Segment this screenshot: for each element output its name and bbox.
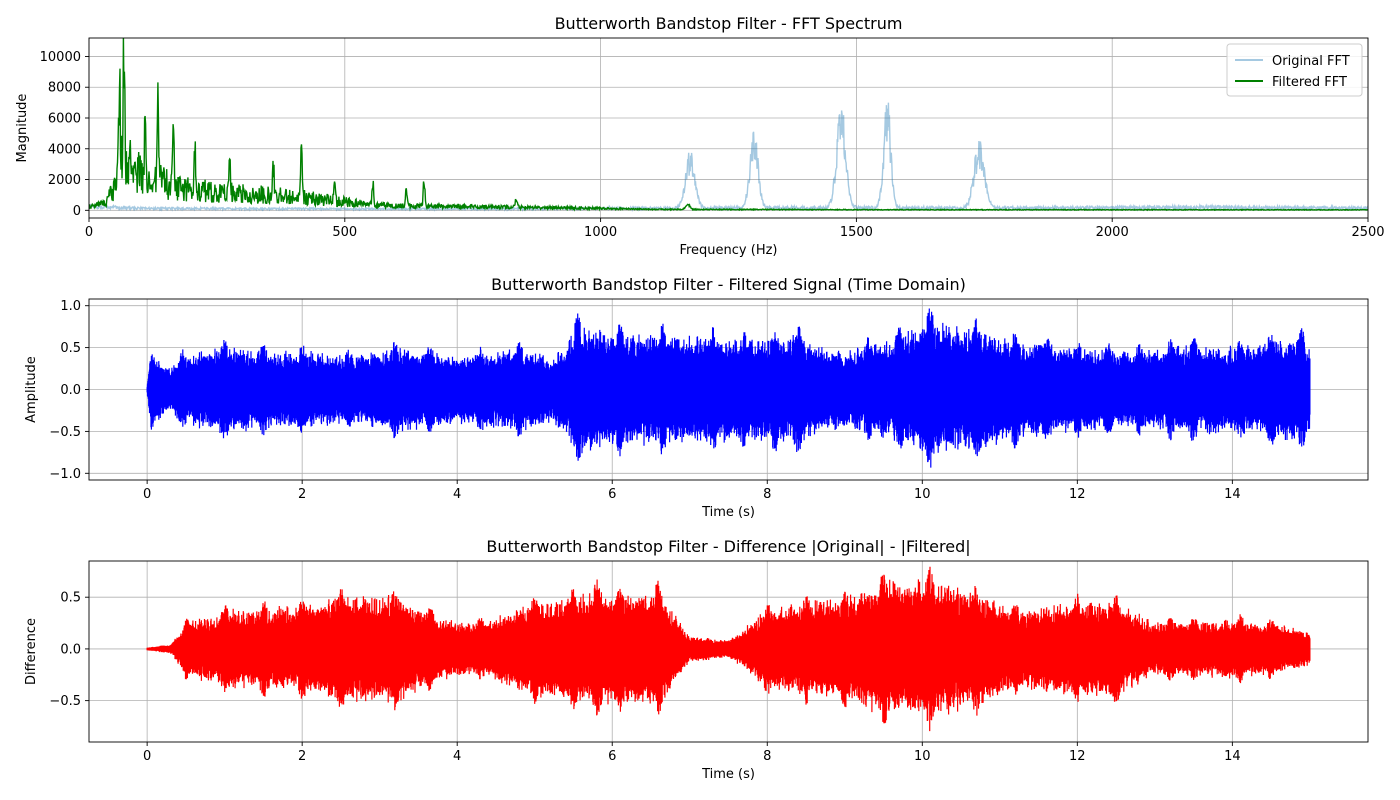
fft-panel: 0 500 1000 1500 2000 2500 0 2000 4000 6000 8000 100…: [15, 14, 1385, 258]
x-tick-label: 6: [608, 749, 616, 764]
legend-label: Original FFT: [1272, 54, 1350, 69]
x-tick-label: 10: [914, 749, 931, 764]
x-tick-label: 14: [1224, 487, 1241, 502]
y-tick-label: 4000: [48, 142, 81, 157]
filtered-title: Butterworth Bandstop Filter - Filtered S…: [491, 275, 966, 294]
x-tick-label: 2000: [1096, 225, 1129, 240]
x-tick-label: 1500: [840, 225, 873, 240]
series-filtered-fft: [89, 38, 1368, 212]
x-tick-label: 12: [1069, 749, 1086, 764]
y-tick-label: −1.0: [49, 467, 81, 482]
fft-series-group: [89, 38, 1368, 213]
x-tick-label: 0: [143, 487, 151, 502]
y-tick-label: 0: [73, 204, 81, 219]
filtered-x-axis-label: Time (s): [701, 505, 755, 520]
x-tick-label: 1000: [584, 225, 617, 240]
x-tick-label: 4: [453, 749, 461, 764]
filtered-panel: 0 2 4 6 8 10 12 14 −1.0 −0.5 0.0 0.5 1.0 Butterworth …: [24, 275, 1369, 520]
difference-axes-frame: [88, 560, 1369, 743]
x-tick-label: 10: [914, 487, 931, 502]
difference-x-axis-label: Time (s): [701, 767, 755, 782]
x-tick-label: 2: [298, 749, 306, 764]
y-tick-label: 0.0: [60, 383, 81, 398]
legend-frame: [1226, 43, 1363, 97]
x-tick-label: 0: [85, 225, 93, 240]
x-tick-label: 500: [332, 225, 357, 240]
fft-ticks: 0 500 1000 1500 2000 2500 0 2000 4000 6000 8000 100…: [40, 50, 1385, 240]
legend-label: Filtered FFT: [1272, 75, 1347, 90]
x-tick-label: 2500: [1351, 225, 1384, 240]
x-tick-label: 14: [1224, 749, 1241, 764]
y-tick-label: 6000: [48, 112, 81, 127]
fft-title: Butterworth Bandstop Filter - FFT Spectr…: [555, 14, 903, 33]
series-original-fft: [89, 102, 1368, 213]
y-tick-label: 2000: [48, 173, 81, 188]
fft-axes-frame: [88, 37, 1369, 219]
y-tick-label: −0.5: [49, 694, 81, 709]
y-tick-label: 8000: [48, 81, 81, 96]
y-tick-label: 0.5: [60, 341, 81, 356]
difference-signal-line: [146, 566, 1311, 732]
y-tick-label: 1.0: [60, 299, 81, 314]
x-tick-label: 8: [763, 487, 771, 502]
y-tick-label: −0.5: [49, 425, 81, 440]
y-tick-label: 0.5: [60, 591, 81, 606]
fft-legend: Original FFT Filtered FFT: [1226, 43, 1363, 97]
x-tick-label: 6: [608, 487, 616, 502]
filtered-signal-line: [146, 308, 1311, 468]
difference-ticks: 0 2 4 6 8 10 12 14 −0.5 0.0 0.5: [49, 591, 1240, 764]
filtered-ticks: 0 2 4 6 8 10 12 14 −1.0 −0.5 0.0 0.5 1.0: [49, 299, 1240, 502]
fft-x-axis-label: Frequency (Hz): [679, 243, 777, 258]
difference-panel: 0 2 4 6 8 10 12 14 −0.5 0.0 0.5 Butterworth Bandsto…: [24, 537, 1369, 782]
fft-y-axis-label: Magnitude: [15, 94, 30, 163]
filtered-y-axis-label: Amplitude: [24, 356, 39, 423]
x-tick-label: 12: [1069, 487, 1086, 502]
filtered-series-group: [146, 308, 1311, 468]
difference-y-axis-label: Difference: [24, 618, 39, 685]
y-tick-label: 10000: [40, 50, 81, 65]
x-tick-label: 4: [453, 487, 461, 502]
difference-title: Butterworth Bandstop Filter - Difference…: [486, 537, 970, 556]
x-tick-label: 2: [298, 487, 306, 502]
x-tick-label: 8: [763, 749, 771, 764]
difference-series-group: [146, 566, 1311, 732]
y-tick-label: 0.0: [60, 642, 81, 657]
x-tick-label: 0: [143, 749, 151, 764]
